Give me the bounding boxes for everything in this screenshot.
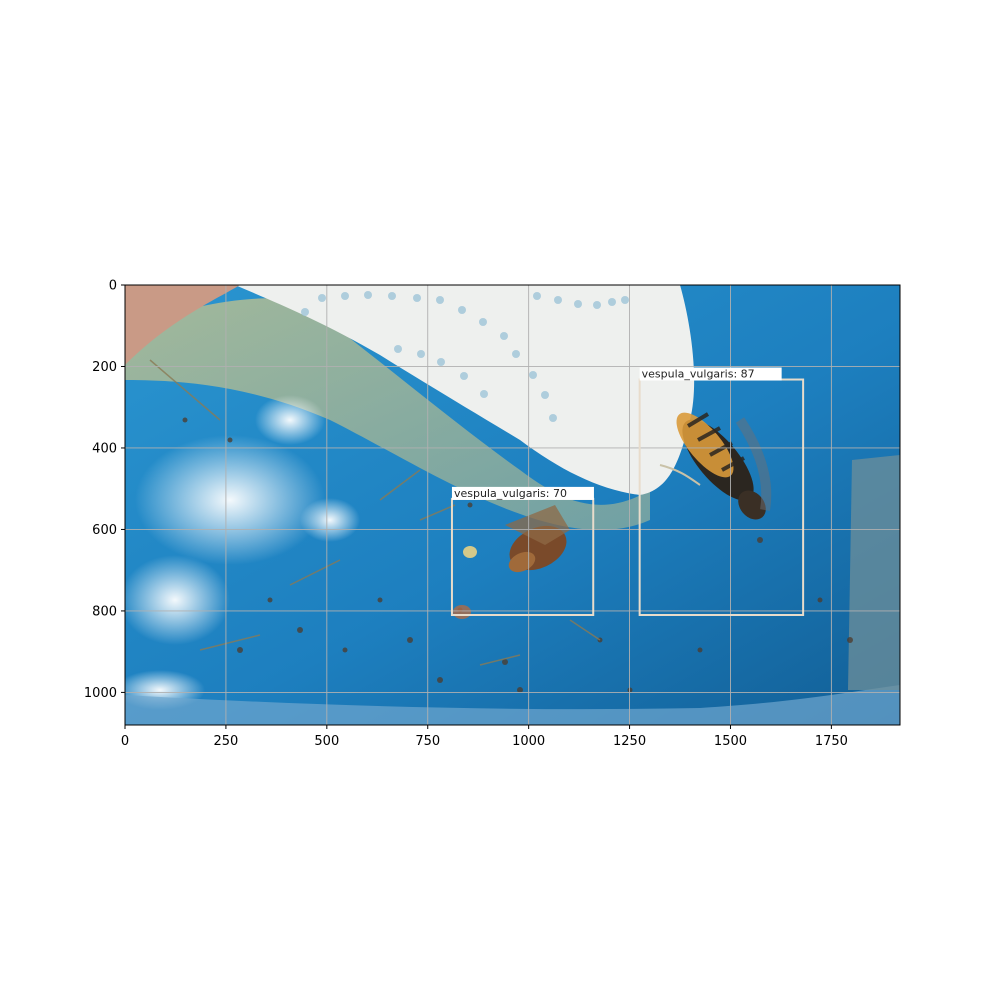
debris-twigs bbox=[149, 359, 601, 666]
y-tick-label: 0 bbox=[109, 279, 117, 294]
detection-box: vespula_vulgaris: 70 bbox=[450, 486, 595, 616]
y-tick-label: 600 bbox=[92, 523, 117, 538]
detection-label-background bbox=[451, 486, 594, 500]
container-rim bbox=[125, 685, 900, 725]
detection-label: vespula_vulgaris: 87 bbox=[642, 368, 755, 381]
container-corner bbox=[848, 455, 900, 690]
axes-frame bbox=[124, 284, 901, 726]
photo bbox=[125, 285, 900, 725]
paper-towel bbox=[235, 285, 695, 495]
x-tick-label: 750 bbox=[415, 734, 440, 749]
detection-label-background bbox=[639, 367, 782, 381]
x-tick-label: 1500 bbox=[714, 734, 747, 749]
y-tick-label: 800 bbox=[92, 604, 117, 619]
x-tick-label: 250 bbox=[213, 734, 238, 749]
green-water-region bbox=[125, 298, 650, 530]
detections: vespula_vulgaris: 70 vespula_vulgaris: 87 bbox=[450, 367, 805, 616]
wasp-large bbox=[659, 412, 772, 520]
y-tick-label: 400 bbox=[92, 441, 117, 456]
paper-towel-dots bbox=[301, 291, 629, 422]
detection-label: vespula_vulgaris: 70 bbox=[454, 487, 567, 500]
finger bbox=[125, 285, 240, 365]
x-tick-label: 1000 bbox=[512, 734, 545, 749]
x-tick-label: 1750 bbox=[815, 734, 848, 749]
x-tick-label: 500 bbox=[314, 734, 339, 749]
x-tick-label: 1250 bbox=[613, 734, 646, 749]
x-axis: 0 250 500 750 1000 1250 1500 1750 bbox=[121, 725, 848, 749]
detection-box: vespula_vulgaris: 87 bbox=[638, 367, 805, 616]
y-tick-label: 1000 bbox=[84, 686, 117, 701]
y-axis: 0 200 400 600 800 1000 bbox=[84, 279, 125, 701]
x-tick-label: 0 bbox=[121, 734, 129, 749]
y-tick-label: 200 bbox=[92, 360, 117, 375]
